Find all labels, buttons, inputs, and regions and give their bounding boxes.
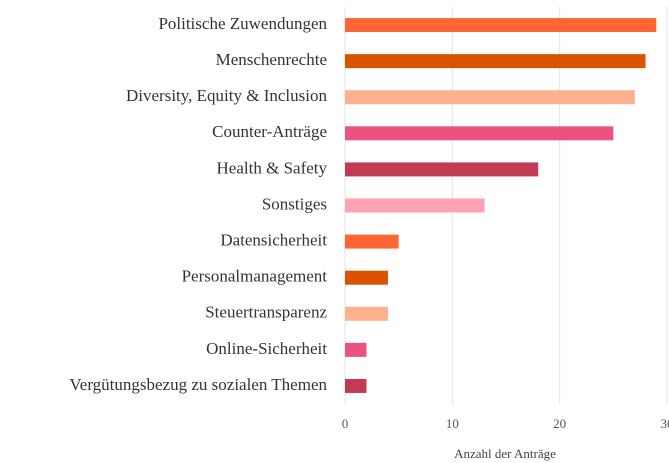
y-tick-label: Personalmanagement <box>182 267 328 286</box>
bar <box>345 198 485 213</box>
bar <box>345 342 367 357</box>
x-tick-label: 0 <box>342 416 349 431</box>
y-tick-label: Diversity, Equity & Inclusion <box>126 86 327 105</box>
x-tick-label: 30 <box>661 416 669 431</box>
bar <box>345 234 399 249</box>
bar <box>345 306 388 321</box>
y-tick-label: Counter-Anträge <box>212 122 327 141</box>
y-tick-label: Menschenrechte <box>216 50 327 69</box>
y-tick-label: Vergütungsbezug zu sozialen Themen <box>69 375 327 394</box>
x-tick-label: 10 <box>446 416 459 431</box>
bar <box>345 90 635 105</box>
y-tick-label: Politische Zuwendungen <box>158 14 327 33</box>
y-tick-label: Datensicherheit <box>220 230 327 249</box>
bar <box>345 126 614 141</box>
bar <box>345 54 646 69</box>
y-tick-label: Sonstiges <box>262 194 327 213</box>
bar <box>345 270 388 285</box>
bar <box>345 378 367 393</box>
bar <box>345 18 657 33</box>
y-tick-label: Online-Sicherheit <box>206 339 327 358</box>
y-tick-label: Steuertransparenz <box>205 303 327 322</box>
bar <box>345 162 539 177</box>
y-tick-label: Health & Safety <box>217 158 328 177</box>
x-tick-label: 20 <box>553 416 566 431</box>
x-axis-title: Anzahl der Anträge <box>454 446 556 461</box>
